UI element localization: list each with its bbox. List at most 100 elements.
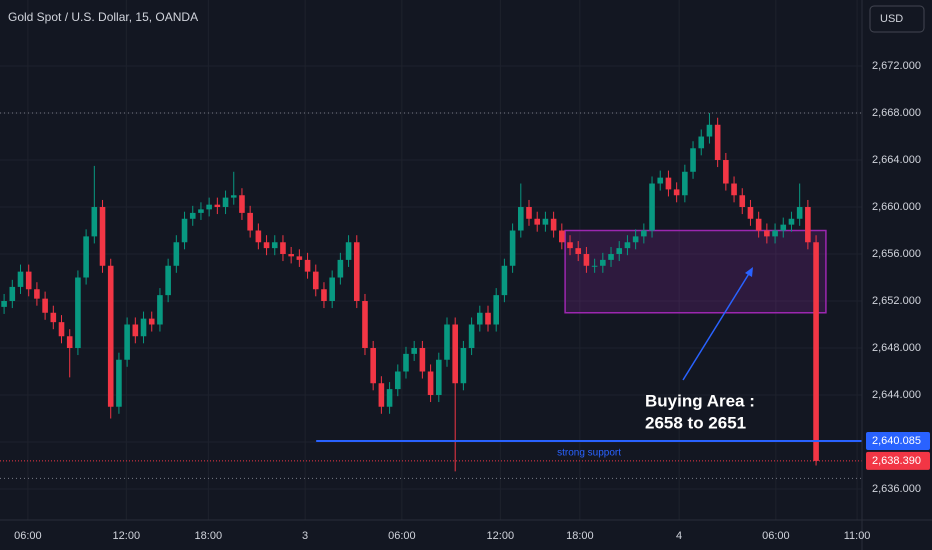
candle-body — [616, 248, 623, 255]
support-tag — [866, 431, 930, 450]
candle-body — [665, 177, 672, 190]
candle-body — [263, 242, 270, 249]
candle-body — [477, 312, 483, 325]
candle-body — [321, 289, 327, 302]
candle-body — [304, 259, 311, 272]
candle-body — [452, 324, 458, 384]
currency-button[interactable] — [869, 5, 925, 33]
candle-body — [690, 148, 696, 172]
candle-body — [181, 218, 188, 243]
candle-body — [583, 254, 590, 266]
candle-body — [591, 265, 598, 267]
candle-body — [312, 271, 319, 290]
candle-body — [116, 359, 122, 407]
candle-body — [657, 177, 664, 184]
candle-body — [206, 204, 212, 210]
y-tick-label: 2,664.000 — [872, 154, 921, 166]
plot — [0, 112, 862, 479]
x-tick-label: 11:00 — [844, 530, 871, 542]
y-tick-label: 2,636.000 — [872, 483, 921, 495]
candle-body — [378, 383, 385, 407]
candle-body — [1, 301, 7, 307]
candle-body — [17, 271, 24, 287]
candle-body — [673, 189, 680, 196]
x-tick-label: 12:00 — [113, 530, 141, 542]
candle-body — [296, 256, 303, 260]
annotation: Buying Area : — [645, 391, 755, 410]
candle-body — [165, 265, 171, 296]
x-tick-label: 3 — [302, 530, 308, 542]
candle-body — [468, 324, 475, 348]
candle-body — [75, 277, 81, 348]
candle-body — [509, 230, 516, 266]
candle-body — [813, 242, 819, 461]
candle-body — [518, 207, 524, 231]
candle-body — [764, 230, 770, 237]
y-tick-label: 2,652.000 — [872, 295, 921, 307]
candle-body — [148, 318, 155, 325]
buying-zone — [564, 229, 827, 314]
y-tick-label: 2,668.000 — [872, 107, 921, 119]
candle-body — [25, 271, 32, 290]
last-price-label: 2,638.390 — [872, 455, 921, 467]
candle-body — [641, 230, 647, 237]
y-tick-label: 2,656.000 — [872, 248, 921, 260]
x-tick-label: 18:00 — [566, 530, 594, 542]
candle-body — [140, 318, 147, 337]
candle-body — [362, 301, 368, 348]
candle-body — [386, 389, 393, 407]
candle-body — [198, 209, 204, 213]
candle-body — [772, 230, 778, 237]
candle-body — [444, 324, 450, 360]
candle-body — [542, 218, 549, 225]
candle-body — [345, 242, 352, 260]
candle-body — [755, 218, 762, 231]
candle-body — [239, 195, 245, 213]
candle-body — [370, 347, 376, 384]
candle-body — [739, 195, 746, 208]
arrow-head — [745, 267, 753, 277]
x-tick-label: 18:00 — [195, 530, 223, 542]
y-tick-label: 2,660.000 — [872, 201, 921, 213]
candle-body — [575, 248, 582, 255]
y-tick-label: 2,644.000 — [872, 389, 921, 401]
candle-body — [624, 242, 631, 249]
candle-body — [83, 236, 89, 278]
last-price-tag — [866, 451, 930, 470]
x-tick-label: 06:00 — [14, 530, 42, 542]
x-tick-label: 12:00 — [487, 530, 515, 542]
chart-title: Gold Spot / U.S. Dollar, 15, OANDA — [8, 10, 198, 24]
candle-body — [271, 242, 278, 249]
candle-body — [747, 207, 754, 219]
candle-body — [222, 197, 229, 208]
candle-body — [714, 124, 721, 161]
candle-body — [788, 218, 795, 225]
x-tick-label: 4 — [676, 530, 682, 542]
candle-body — [107, 265, 114, 407]
candle-body — [214, 204, 221, 208]
candle-body — [189, 212, 196, 219]
candle-body — [66, 336, 73, 348]
grid — [0, 0, 862, 520]
candle-body — [501, 265, 508, 296]
candle-body — [493, 295, 500, 325]
candle-body — [157, 295, 163, 325]
candle-body — [534, 218, 541, 225]
candle-body — [780, 224, 787, 231]
candle-body — [600, 259, 606, 266]
candle-body — [567, 242, 573, 249]
candle-body — [124, 324, 130, 360]
candle-body — [99, 207, 106, 266]
candle-body — [698, 136, 705, 149]
support-label: strong support — [557, 448, 621, 459]
candle-body — [526, 207, 532, 219]
candle-body — [337, 259, 344, 278]
candle-body — [58, 322, 65, 337]
candle-body — [419, 347, 426, 372]
candle-body — [796, 207, 803, 219]
candle-body — [247, 212, 253, 231]
candle-body — [550, 218, 557, 231]
